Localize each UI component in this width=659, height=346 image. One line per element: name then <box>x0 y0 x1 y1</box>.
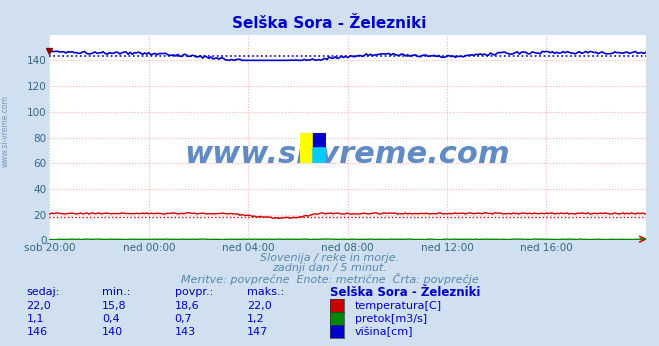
Text: www.si-vreme.com: www.si-vreme.com <box>185 139 511 169</box>
Text: zadnji dan / 5 minut.: zadnji dan / 5 minut. <box>272 263 387 273</box>
Text: 18,6: 18,6 <box>175 301 199 311</box>
Text: povpr.:: povpr.: <box>175 288 213 297</box>
Text: 22,0: 22,0 <box>247 301 272 311</box>
Text: min.:: min.: <box>102 288 130 297</box>
Text: 1,2: 1,2 <box>247 314 265 324</box>
Bar <box>300 133 313 163</box>
Text: temperatura[C]: temperatura[C] <box>355 301 442 311</box>
Text: 0,4: 0,4 <box>102 314 120 324</box>
Text: 146: 146 <box>26 327 47 337</box>
Text: Meritve: povprečne  Enote: metrične  Črta: povprečje: Meritve: povprečne Enote: metrične Črta:… <box>181 273 478 284</box>
Text: Slovenija / reke in morje.: Slovenija / reke in morje. <box>260 253 399 263</box>
Text: 22,0: 22,0 <box>26 301 51 311</box>
Text: 15,8: 15,8 <box>102 301 127 311</box>
Text: 143: 143 <box>175 327 196 337</box>
Text: višina[cm]: višina[cm] <box>355 327 413 337</box>
Bar <box>313 148 326 163</box>
Text: maks.:: maks.: <box>247 288 285 297</box>
Polygon shape <box>313 148 326 163</box>
Text: 1,1: 1,1 <box>26 314 44 324</box>
Text: pretok[m3/s]: pretok[m3/s] <box>355 314 426 324</box>
Text: 0,7: 0,7 <box>175 314 192 324</box>
Text: 140: 140 <box>102 327 123 337</box>
Text: www.si-vreme.com: www.si-vreme.com <box>1 95 10 167</box>
Text: Selška Sora - Železniki: Selška Sora - Železniki <box>330 286 480 299</box>
Text: Selška Sora - Železniki: Selška Sora - Železniki <box>233 16 426 30</box>
Text: 147: 147 <box>247 327 268 337</box>
Text: sedaj:: sedaj: <box>26 288 60 297</box>
Polygon shape <box>313 133 326 148</box>
